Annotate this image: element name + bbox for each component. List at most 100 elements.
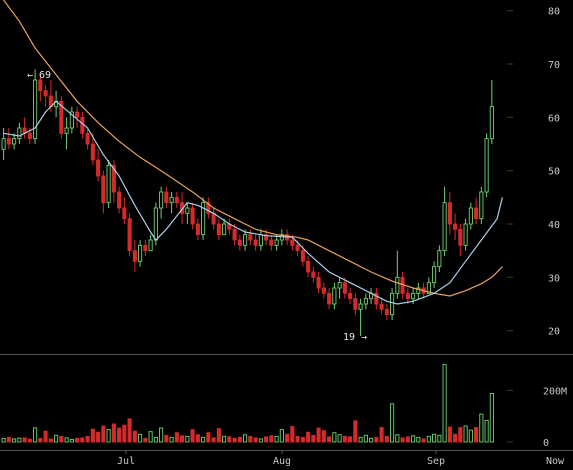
volume-bar xyxy=(243,434,248,443)
moving-average-slow xyxy=(3,0,503,297)
candle-body xyxy=(342,282,347,294)
volume-bar xyxy=(253,437,258,443)
candle-body xyxy=(96,159,101,177)
volume-bar xyxy=(22,437,27,443)
volume-bar xyxy=(306,431,311,443)
volume-bar xyxy=(279,429,284,443)
volume-bar xyxy=(300,436,305,443)
volume-bar xyxy=(232,437,237,443)
volume-bar xyxy=(106,429,111,443)
volume-bar xyxy=(342,435,347,443)
volume-bar xyxy=(416,436,421,443)
candle-body xyxy=(232,228,237,241)
candle-body xyxy=(253,239,258,246)
candle-body xyxy=(405,292,410,300)
volume-bar xyxy=(426,435,431,443)
volume-bar xyxy=(316,427,321,443)
volume-bar xyxy=(411,435,416,443)
volume-bar xyxy=(290,426,295,443)
volume-bar xyxy=(363,434,368,443)
x-tick-label: Now xyxy=(546,456,565,467)
candle-body xyxy=(69,111,74,129)
volume-bar xyxy=(75,437,80,443)
candle-body xyxy=(426,282,431,294)
candle-body xyxy=(148,239,153,252)
volume-bar xyxy=(285,433,290,443)
volume-bar xyxy=(206,432,211,443)
candle-body xyxy=(222,223,227,236)
candle-body xyxy=(153,207,158,241)
volume-bar xyxy=(64,437,69,443)
volume-bar xyxy=(479,413,484,443)
volume-bar xyxy=(127,418,132,443)
candle-body xyxy=(269,239,274,246)
candle-body xyxy=(316,276,321,289)
grid-layer xyxy=(0,10,573,454)
candle-body xyxy=(169,196,174,204)
moving-averages xyxy=(3,0,503,305)
volume-bar xyxy=(54,434,59,443)
candle-body xyxy=(101,175,106,204)
volume-bar xyxy=(12,438,17,443)
volume-bar xyxy=(80,437,85,443)
candle-body xyxy=(248,234,253,241)
candle-body xyxy=(206,202,211,214)
volume-bar xyxy=(432,433,437,443)
candle-body xyxy=(484,138,489,193)
volume-bar xyxy=(468,429,473,443)
candle-body xyxy=(416,287,421,294)
candle-body xyxy=(390,292,395,316)
volume-bar xyxy=(69,438,74,443)
volume-bar xyxy=(311,434,316,443)
candle-body xyxy=(190,207,195,225)
volume-bar xyxy=(237,436,242,443)
candle-body xyxy=(1,138,6,150)
candle-body xyxy=(295,244,300,252)
volume-bar xyxy=(269,435,274,443)
volume-bar xyxy=(327,436,332,443)
candle-body xyxy=(159,191,164,209)
candle-body xyxy=(274,239,279,246)
volume-bar xyxy=(174,432,179,443)
candle-body xyxy=(132,250,137,262)
volume-bar xyxy=(211,437,216,443)
candle-body xyxy=(12,138,17,145)
candle-body xyxy=(374,292,379,305)
volume-bar xyxy=(227,436,232,443)
volume-bar xyxy=(111,423,116,443)
candle-body xyxy=(195,223,200,236)
volume-bar xyxy=(48,438,53,443)
volume-bar xyxy=(43,430,48,443)
volume-bar xyxy=(101,425,106,443)
volume-bar xyxy=(264,436,269,443)
volume-tick-label: 200M xyxy=(543,386,567,397)
volume-bar xyxy=(180,435,185,443)
price-tick-label: 80 xyxy=(548,7,560,18)
candle-body xyxy=(59,100,64,134)
candle-body xyxy=(90,143,95,161)
candle-body xyxy=(122,207,127,220)
price-tick-label: 70 xyxy=(548,60,560,71)
volume-tick-label: 0 xyxy=(543,438,549,449)
volume-bar xyxy=(374,436,379,443)
candle-body xyxy=(311,271,316,278)
volume-bar xyxy=(337,434,342,443)
candle-body xyxy=(27,132,32,140)
volume-bar xyxy=(379,427,384,443)
volume-bar xyxy=(348,436,353,443)
candle-body xyxy=(468,207,473,225)
candle-body xyxy=(474,207,479,220)
volume-bar xyxy=(85,435,90,443)
candle-body xyxy=(75,111,80,118)
candle-body xyxy=(358,303,363,310)
price-tick-label: 30 xyxy=(548,273,560,284)
volume-bar xyxy=(258,438,263,443)
candle-body xyxy=(80,116,85,134)
candle-body xyxy=(64,127,69,134)
candle-body xyxy=(106,164,111,204)
candle-body xyxy=(33,79,38,140)
candle-body xyxy=(332,287,337,305)
candle-body xyxy=(174,196,179,204)
volume-bar xyxy=(164,434,169,443)
